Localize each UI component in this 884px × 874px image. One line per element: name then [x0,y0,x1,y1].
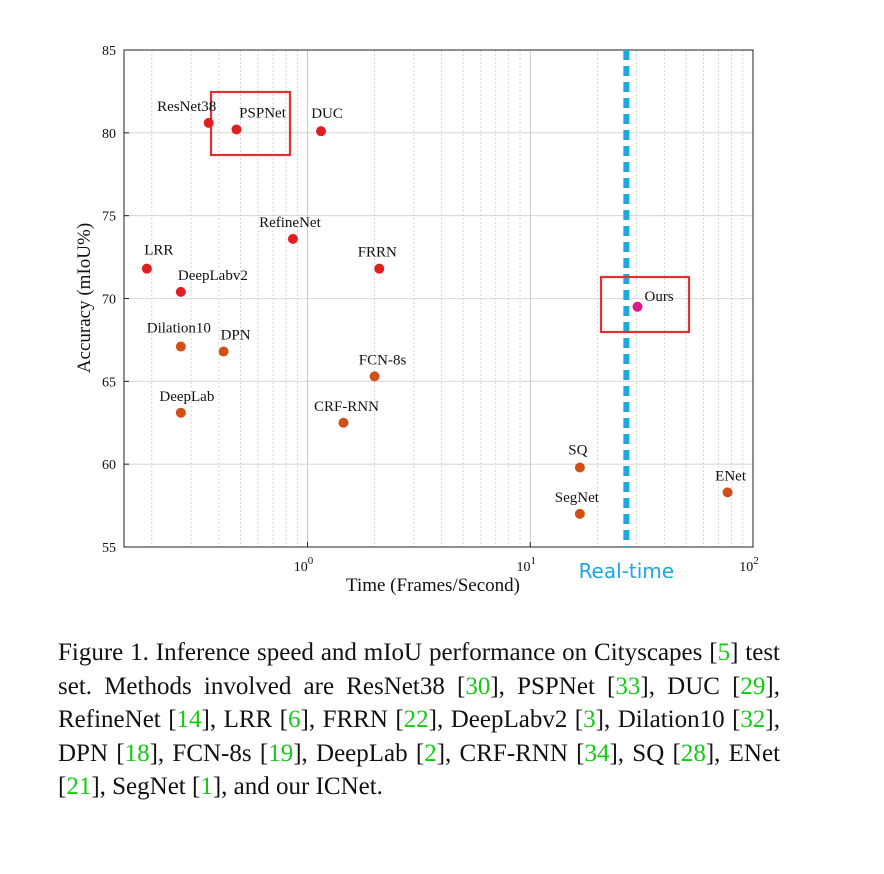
caption-text: ], Dilation10 [ [595,706,741,733]
point-pspnet [231,124,242,135]
point-label-frrn: FRRN [358,245,397,261]
points-layer: ResNet38 PSPNet DUC RefineNet LRR FRRN DeepLab… [141,99,747,519]
y-tick-label: 85 [102,44,116,59]
y-tick-label: 70 [102,293,116,308]
x-axis: 100 101 102 [294,542,759,575]
y-tick-label: 55 [102,541,116,556]
point-label-dpn: DPN [221,328,251,344]
point-label-fcn-8s: FCN-8s [359,352,407,368]
caption-text: ], DUC [ [640,672,741,700]
x-tick-label: 101 [517,555,537,575]
highlight-box-pspnet [209,90,292,157]
caption-text: ], DPN [ [58,706,780,767]
point-refinenet [287,233,298,244]
x-tick-label: 100 [294,555,314,575]
y-tick-label: 65 [102,375,116,390]
citation-ref[interactable]: 28 [680,739,706,767]
citation-ref[interactable]: 22 [403,706,429,733]
point-enet [722,487,733,498]
citation-ref[interactable]: 18 [124,739,150,767]
point-label-duc: DUC [311,106,343,122]
point-lrr [141,263,152,274]
citation-ref[interactable]: 21 [66,773,92,800]
point-duc [316,126,327,137]
point-label-sq: SQ [568,442,587,458]
scatter-chart: 55 60 65 70 75 80 85 100 101 102 Real-time ResNe… [74,44,759,596]
point-label-ours: Ours [644,289,673,305]
point-dilation10 [175,341,186,352]
citation-ref[interactable]: 19 [268,739,294,767]
point-ours [632,301,643,312]
point-dpn [218,346,229,357]
point-label-lrr: LRR [144,243,173,259]
highlight-layer [209,90,691,334]
point-fcn-8s [369,371,380,382]
point-label-segnet: SegNet [555,490,600,506]
point-resnet38 [203,117,214,128]
caption-text: ], SQ [ [609,739,681,767]
chart-grid [124,50,753,547]
citation-ref[interactable]: 14 [176,706,202,733]
figure-caption: Figure 1. Inference speed and mIoU perfo… [58,636,780,804]
point-crf-rnn [338,417,349,428]
point-label-refinenet: RefineNet [259,215,321,231]
caption-text: ], DeepLabv2 [ [428,706,584,733]
point-label-resnet38: ResNet38 [157,99,216,115]
citation-ref[interactable]: 2 [424,739,437,767]
point-label-deeplab: DeepLab [159,389,214,405]
y-tick-label: 80 [102,127,116,142]
citation-ref[interactable]: 30 [465,672,491,700]
citation-ref[interactable]: 3 [583,706,596,733]
caption-text: ], ENet [ [58,739,781,801]
caption-text: ], PSPNet [ [490,672,616,700]
point-deeplabv2 [175,286,186,297]
caption-text: ], DeepLab [ [293,739,425,767]
point-sq [574,462,585,473]
point-deeplab [175,407,186,418]
point-frrn [374,263,385,274]
citation-ref[interactable]: 32 [740,706,766,733]
citation-ref[interactable]: 33 [615,672,641,700]
citation-ref[interactable]: 5 [717,639,731,666]
point-segnet [574,508,585,519]
caption-text: ], RefineNet [ [58,672,780,734]
point-label-enet: ENet [715,468,747,484]
caption-text: ] test set. Methods involved are ResNet3… [58,639,780,700]
citation-ref[interactable]: 1 [200,773,213,800]
point-label-pspnet: PSPNet [239,106,287,122]
y-tick-label: 75 [102,210,116,225]
point-label-deeplabv2: DeepLabv2 [178,268,248,284]
caption-text: Figure 1. Inference speed and mIoU perfo… [58,639,718,666]
citation-ref[interactable]: 34 [584,739,610,767]
y-tick-label: 60 [102,458,116,473]
caption-text: ], FCN-8s [ [149,739,269,767]
x-tick-label: 102 [739,555,759,575]
point-label-dilation10: Dilation10 [147,321,211,337]
citation-ref[interactable]: 6 [288,706,301,733]
caption-text: ], and our ICNet. [212,773,383,800]
caption-text: ], FRRN [ [300,706,404,733]
y-axis: 55 60 65 70 75 80 85 [102,44,129,556]
realtime-label: Real-time [579,559,675,583]
highlight-box-ours [599,275,691,334]
citation-ref[interactable]: 29 [740,672,766,700]
caption-text: ], SegNet [ [91,773,201,800]
x-axis-title: Time (Frames/Second) [346,575,520,596]
y-axis-title: Accuracy (mIoU%) [74,223,95,373]
point-label-crf-rnn: CRF-RNN [314,399,379,415]
caption-text: ], LRR [ [201,706,289,733]
realtime-layer: Real-time [579,50,675,583]
caption-text: ], CRF-RNN [ [436,739,585,767]
